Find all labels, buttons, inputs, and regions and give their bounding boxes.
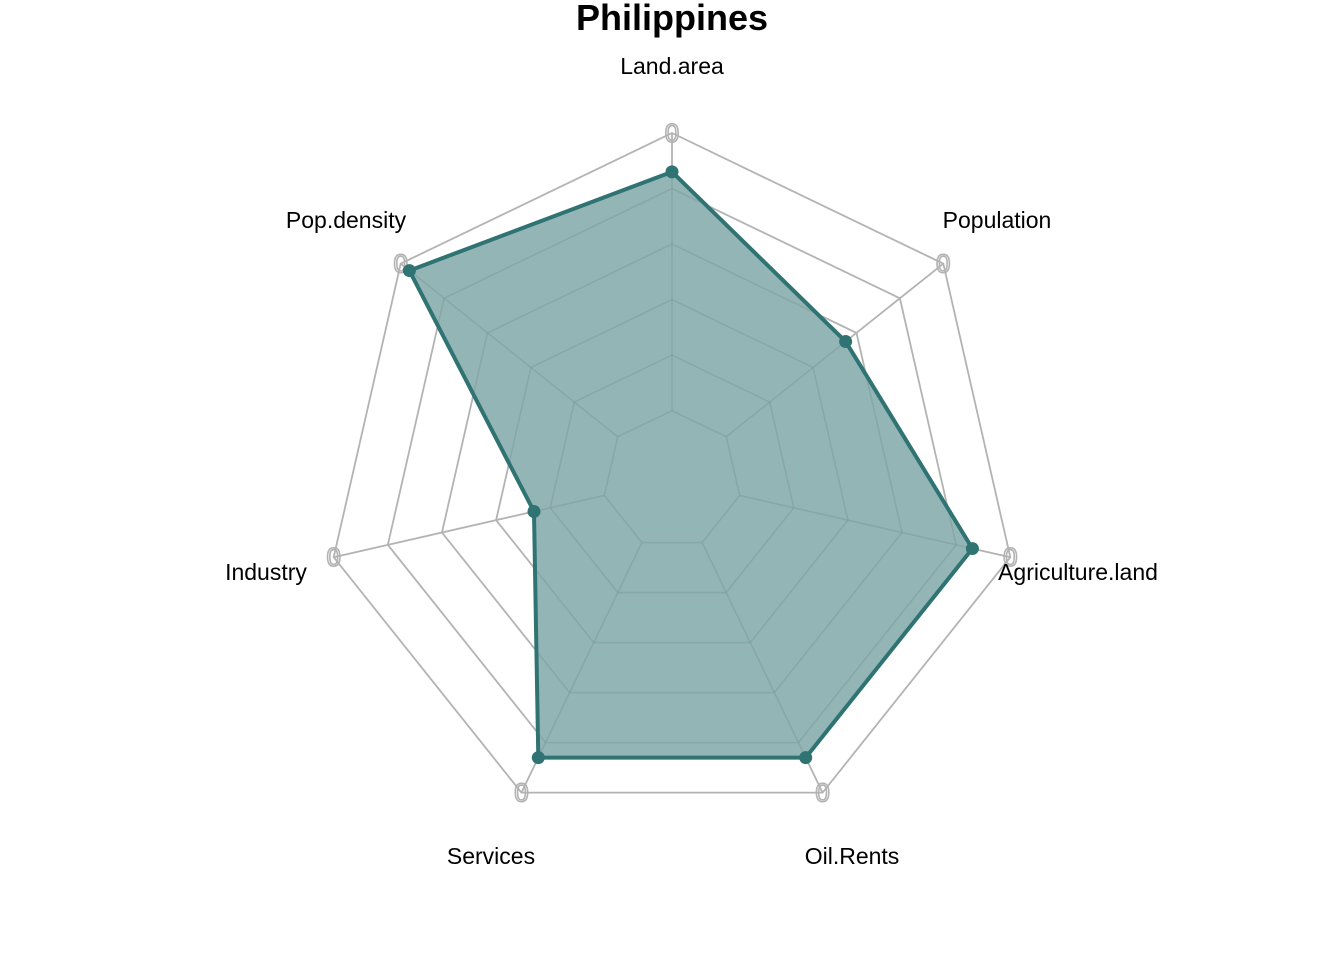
tick-label-3: 0 <box>815 778 829 808</box>
axis-label-services: Services <box>447 843 535 869</box>
radar-series <box>402 165 979 765</box>
axis-label-industry: Industry <box>225 559 307 585</box>
spoke-overlay-2 <box>739 494 973 558</box>
tick-label-1: 0 <box>936 249 950 279</box>
series-area <box>409 171 973 758</box>
grid-ring-overlay-2 <box>495 298 849 644</box>
data-point-oil-rents <box>799 751 813 765</box>
grid-ring-5 <box>332 132 1012 794</box>
grid-ring-overlay-1 <box>549 354 795 594</box>
spoke-overlay-6 <box>409 263 619 438</box>
tick-label-5: 0 <box>326 542 340 572</box>
grid-ring-overlay-0 <box>603 409 741 544</box>
axis-labels: Land.area Population Agriculture.land Oil.R… <box>225 53 1158 869</box>
data-point-land-area <box>665 165 679 179</box>
spoke-overlay-4 <box>520 542 643 758</box>
tick-label-4: 0 <box>514 778 528 808</box>
tick-label-2: 0 <box>1003 542 1017 572</box>
spoke-overlay-3 <box>701 542 824 758</box>
data-point-industry <box>527 505 541 519</box>
data-point-population <box>839 335 853 349</box>
series-line <box>407 169 975 760</box>
axis-label-pop-density: Pop.density <box>286 207 407 233</box>
chart-title: Philippines <box>576 0 768 38</box>
data-point-agriculture-land <box>965 542 979 556</box>
axis-label-agriculture-land: Agriculture.land <box>998 559 1158 585</box>
axis-label-oil-rents: Oil.Rents <box>805 843 900 869</box>
data-point-pop-density <box>402 264 416 278</box>
data-point-services <box>531 751 545 765</box>
axis-label-population: Population <box>943 207 1052 233</box>
axis-label-land-area: Land.area <box>620 53 724 79</box>
tick-label-0: 0 <box>665 118 679 148</box>
